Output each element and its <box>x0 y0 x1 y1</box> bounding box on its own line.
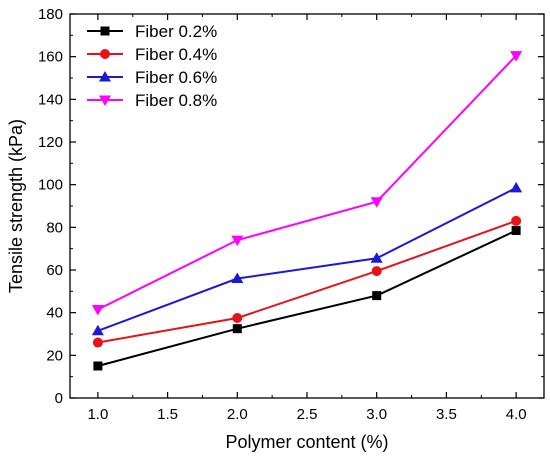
data-point <box>371 266 382 277</box>
x-tick-label: 3.0 <box>366 406 387 423</box>
legend-marker <box>100 49 110 59</box>
series-line <box>97 229 517 367</box>
data-point <box>232 324 242 334</box>
y-tick-label: 80 <box>46 219 63 236</box>
legend-label: Fiber 0.2% <box>135 22 217 41</box>
legend: Fiber 0.2% Fiber 0.4% Fiber 0.6% Fiber 0.8% <box>87 22 217 110</box>
x-tick-label: 4.0 <box>506 406 527 423</box>
y-tick-label: 180 <box>38 6 63 23</box>
x-tick-label: 2.0 <box>227 406 248 423</box>
series-line <box>97 219 517 344</box>
data-point <box>232 313 243 323</box>
legend-label: Fiber 0.6% <box>135 68 217 87</box>
series-layer <box>91 51 523 371</box>
y-tick-label: 160 <box>38 49 63 66</box>
series-1 <box>93 226 521 371</box>
legend-marker <box>99 71 111 82</box>
y-tick-label: 140 <box>38 91 63 108</box>
series-4 <box>91 51 523 316</box>
y-tick-label: 100 <box>38 177 63 194</box>
data-point <box>92 337 103 348</box>
legend-item: Fiber 0.8% <box>87 91 217 110</box>
data-point <box>511 215 522 226</box>
data-point <box>231 235 244 247</box>
series-line <box>97 186 517 332</box>
series-line <box>97 54 517 311</box>
series-2 <box>92 215 522 348</box>
x-tick-label: 2.5 <box>297 406 318 423</box>
legend-label: Fiber 0.4% <box>135 45 217 64</box>
data-point <box>91 304 104 316</box>
legend-item: Fiber 0.2% <box>87 22 217 41</box>
legend-marker <box>99 95 111 106</box>
y-axis-title: Tensile strength (kPa) <box>6 119 26 293</box>
data-point <box>91 324 104 336</box>
y-tick-label: 40 <box>46 305 63 322</box>
legend-label: Fiber 0.8% <box>135 91 217 110</box>
data-point <box>370 197 383 208</box>
data-point <box>372 291 382 301</box>
data-point <box>370 252 383 263</box>
legend-marker <box>100 26 110 36</box>
x-axis-title: Polymer content (%) <box>225 432 388 452</box>
axes: 1.0 1.5 2.0 2.5 3.0 3.5 4.0 0 20 40 60 80 100 120 140 1… <box>38 6 545 423</box>
series-3 <box>91 181 523 336</box>
data-point <box>510 51 523 62</box>
x-tick-label: 1.5 <box>157 406 178 423</box>
y-tick-label: 60 <box>46 262 63 279</box>
y-tick-label: 0 <box>55 390 63 407</box>
data-point <box>93 361 103 371</box>
data-point <box>511 226 521 236</box>
x-tick-label: 1.0 <box>87 406 108 423</box>
legend-item: Fiber 0.6% <box>87 68 217 87</box>
y-tick-label: 20 <box>46 347 63 364</box>
data-point <box>510 181 523 193</box>
legend-item: Fiber 0.4% <box>87 45 217 64</box>
data-point <box>231 272 244 284</box>
x-tick-label: 3.5 <box>436 406 457 423</box>
y-tick-label: 120 <box>38 134 63 151</box>
